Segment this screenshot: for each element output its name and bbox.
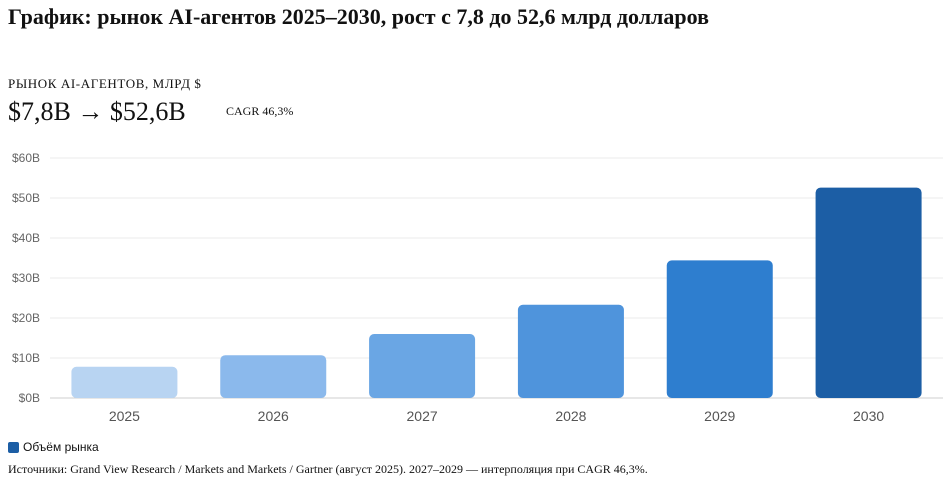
- headline-value: $7,8B → $52,6B: [8, 97, 186, 126]
- x-tick-label: 2027: [407, 408, 438, 424]
- source-note: Источники: Grand View Research / Markets…: [8, 462, 648, 476]
- bar-2029[interactable]: [666, 260, 773, 398]
- x-axis: 2025 2026 2027 2028 2029 2030: [109, 408, 885, 424]
- bar-2026[interactable]: [220, 355, 327, 398]
- chart-subtitle: РЫНОК AI-АГЕНТОВ, МЛРД $: [8, 76, 202, 91]
- page-title: График: рынок AI-агентов 2025–2030, рост…: [8, 4, 709, 29]
- x-tick-label: 2030: [853, 408, 884, 424]
- bar-chart: $0B $10B $20B $30B $40B $50B $60B 2025 2026 2027…: [12, 151, 943, 424]
- y-tick-label: $20B: [12, 311, 40, 325]
- bar-2025[interactable]: [71, 366, 178, 398]
- x-tick-label: 2026: [258, 408, 289, 424]
- bar-2027[interactable]: [369, 334, 476, 398]
- bar-2030[interactable]: [815, 187, 922, 398]
- bar-2028[interactable]: [517, 304, 624, 398]
- bars: [71, 187, 922, 398]
- legend-swatch: [8, 441, 19, 453]
- grid-lines: [50, 157, 943, 399]
- y-tick-label: $10B: [12, 351, 40, 365]
- x-tick-label: 2029: [704, 408, 735, 424]
- y-tick-label: $0B: [19, 391, 40, 405]
- y-tick-label: $50B: [12, 191, 40, 205]
- legend: Объём рынка: [8, 440, 99, 454]
- x-tick-label: 2025: [109, 408, 140, 424]
- y-tick-label: $30B: [12, 271, 40, 285]
- legend-label: Объём рынка: [23, 440, 99, 454]
- y-axis: $0B $10B $20B $30B $40B $50B $60B: [12, 151, 40, 405]
- y-tick-label: $60B: [12, 151, 40, 165]
- y-tick-label: $40B: [12, 231, 40, 245]
- x-tick-label: 2028: [555, 408, 586, 424]
- cagr-label: CAGR 46,3%: [226, 104, 294, 118]
